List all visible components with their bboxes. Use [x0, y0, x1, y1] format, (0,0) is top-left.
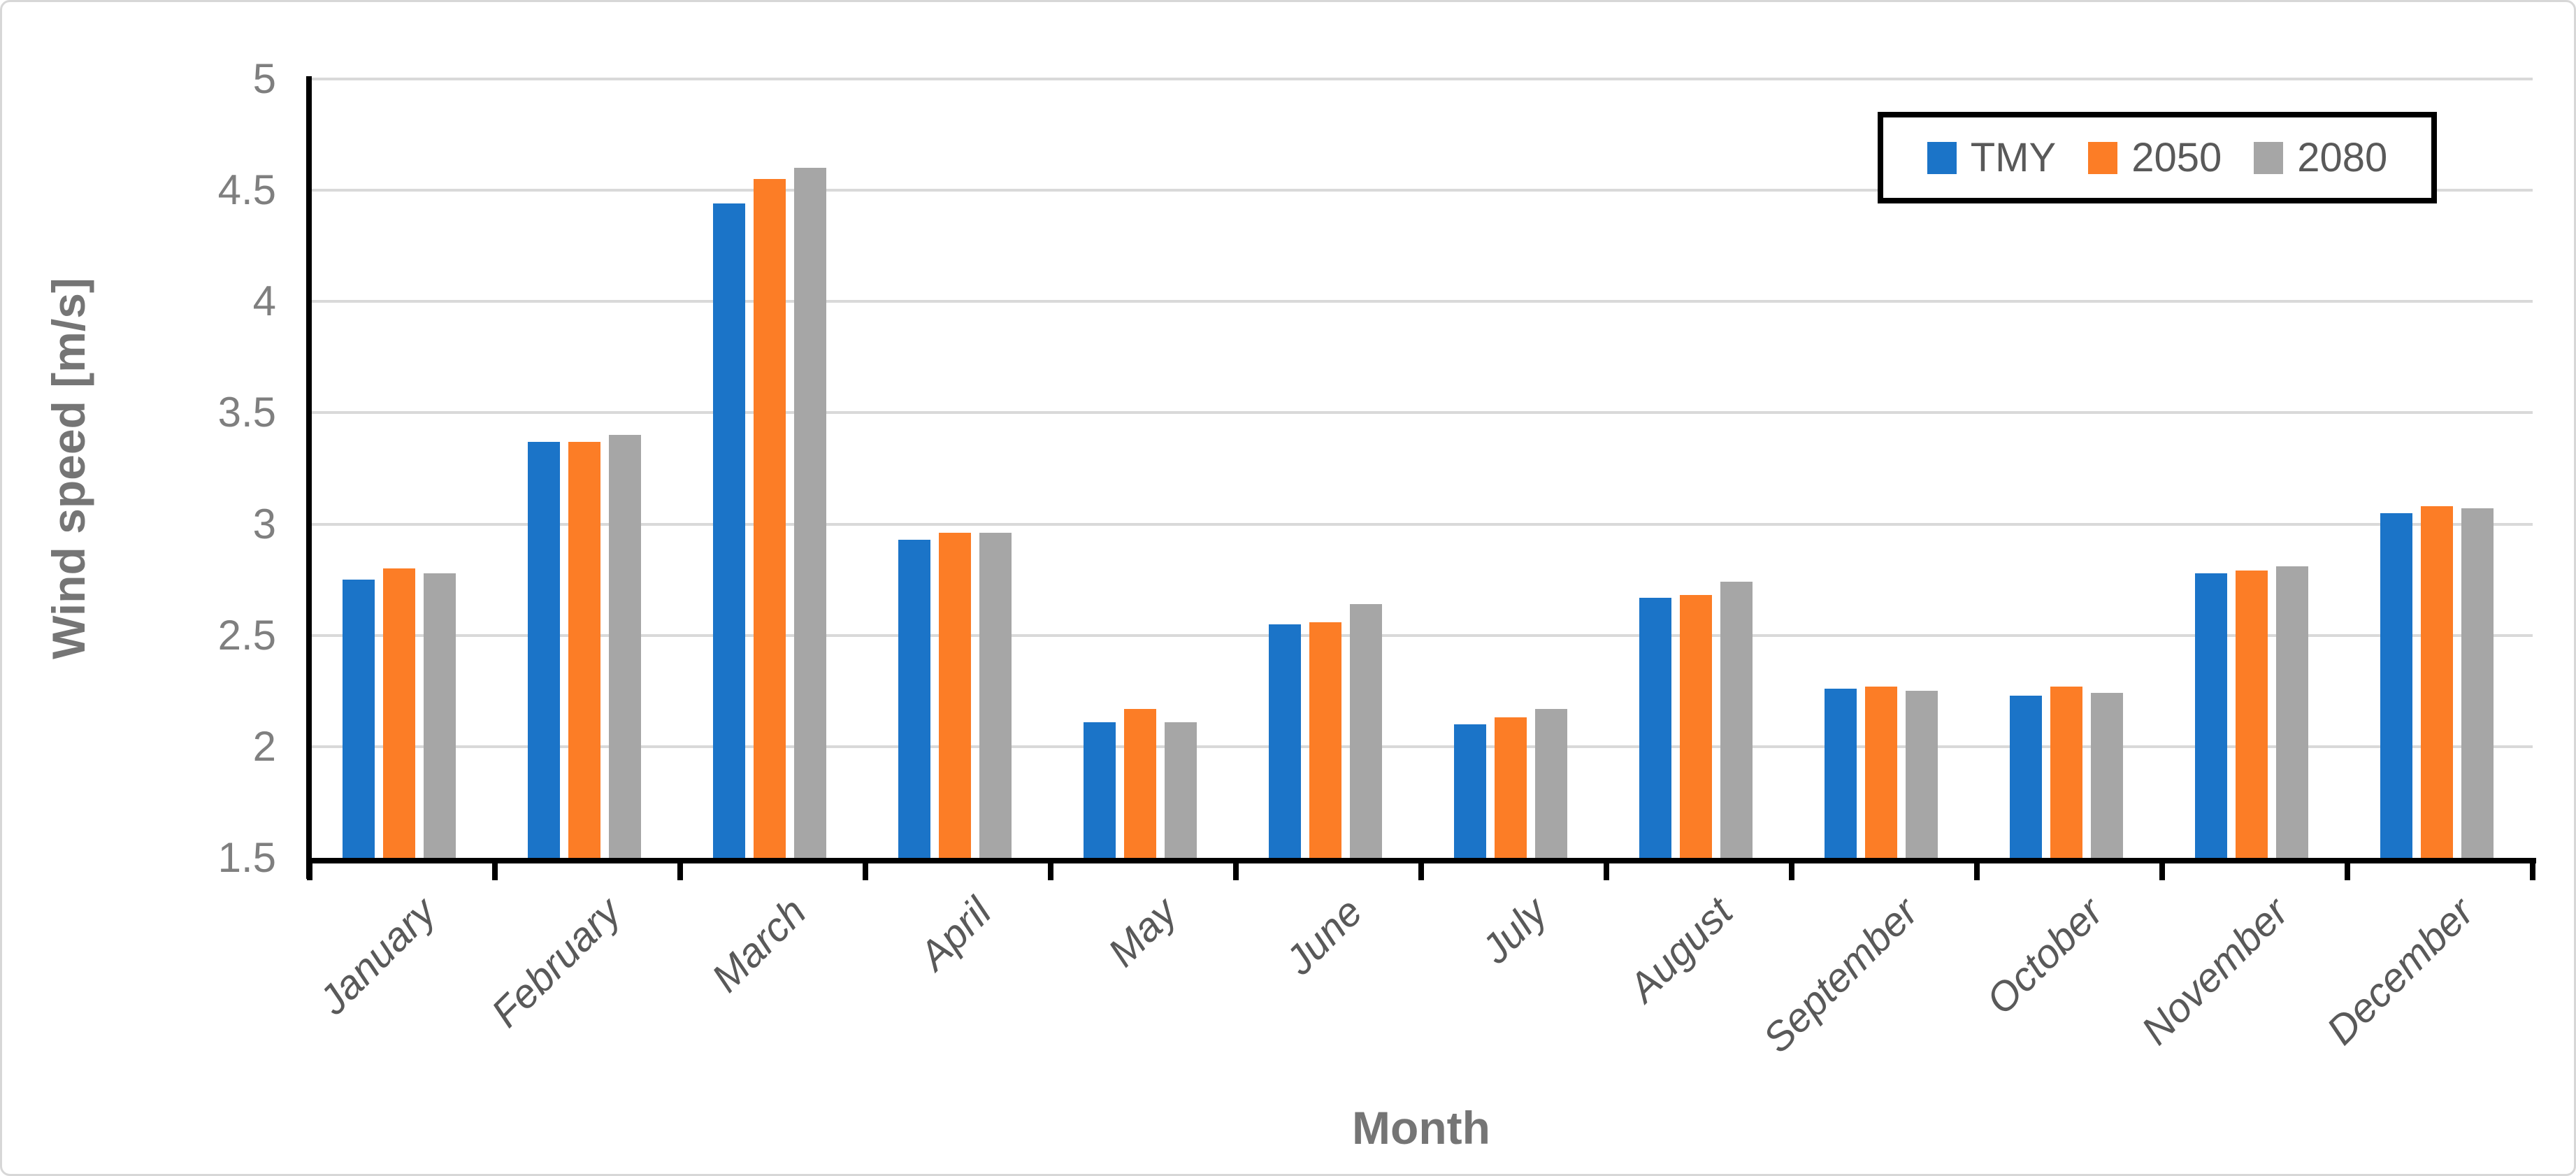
x-category-label-december: December [2317, 889, 2483, 1054]
x-axis-line [306, 858, 2536, 863]
y-axis-line [306, 76, 312, 879]
bar-2050-may [1124, 709, 1156, 858]
bar-2080-february [609, 435, 641, 858]
x-tick-mark [2530, 863, 2535, 880]
bar-2080-april [979, 533, 1012, 858]
y-axis-title: Wind speed [m/s] [43, 278, 94, 659]
x-category-label-march: March [703, 889, 816, 1001]
y-tick-label: 3 [252, 500, 276, 547]
bar-2080-january [424, 573, 456, 858]
legend: TMY 2050 2080 [1878, 112, 2437, 203]
x-axis-title: Month [1352, 1102, 1490, 1154]
y-tick-label: 4.5 [217, 166, 276, 214]
y-tick-label: 4 [252, 278, 276, 325]
x-category-label-june: June [1276, 889, 1372, 984]
x-tick-mark [1604, 863, 1609, 880]
bar-tmy-august [1639, 598, 1671, 858]
legend-label-2080: 2080 [2297, 134, 2388, 180]
x-tick-mark [1418, 863, 1424, 880]
bar-2080-december [2461, 508, 2494, 858]
bar-tmy-may [1084, 722, 1116, 858]
x-category-label-august: August [1620, 889, 1742, 1011]
gridline [310, 189, 2533, 192]
bar-2050-march [754, 179, 786, 858]
x-tick-mark [677, 863, 683, 880]
bar-2080-july [1535, 709, 1567, 858]
legend-swatch-2050 [2088, 141, 2118, 174]
bar-2050-april [939, 533, 971, 858]
y-tick-label: 5 [252, 55, 276, 102]
bar-2080-august [1720, 582, 1753, 858]
x-tick-mark [492, 863, 498, 880]
bar-2080-october [2091, 693, 2123, 858]
bar-2050-october [2050, 687, 2082, 858]
x-tick-mark [1233, 863, 1239, 880]
bar-2050-january [383, 568, 415, 858]
y-tick-label: 2 [252, 722, 276, 770]
bar-2050-february [568, 442, 600, 858]
bar-2080-june [1350, 604, 1382, 858]
bar-tmy-november [2195, 573, 2227, 858]
gridline [310, 633, 2533, 637]
gridline [310, 300, 2533, 303]
bar-2050-june [1309, 622, 1341, 858]
x-tick-mark [1048, 863, 1053, 880]
bar-tmy-march [713, 203, 745, 858]
bar-tmy-january [343, 580, 375, 858]
legend-item-tmy: TMY [1927, 134, 2057, 180]
x-category-label-november: November [2132, 889, 2298, 1054]
legend-swatch-2080 [2254, 141, 2284, 174]
legend-label-tmy: TMY [1970, 134, 2057, 180]
legend-item-2080: 2080 [2254, 134, 2388, 180]
x-category-label-may: May [1099, 889, 1186, 976]
bar-2080-september [1906, 691, 1938, 858]
gridline [310, 522, 2533, 526]
legend-swatch-tmy [1927, 141, 1957, 174]
bar-2050-september [1865, 687, 1897, 858]
x-tick-mark [1974, 863, 1980, 880]
bar-tmy-june [1269, 624, 1301, 858]
x-category-label-july: July [1473, 889, 1557, 973]
y-tick-label: 1.5 [217, 834, 276, 881]
bar-2080-november [2276, 566, 2308, 858]
bar-2050-august [1680, 595, 1712, 858]
x-category-label-april: April [911, 889, 1001, 979]
bar-2050-december [2421, 506, 2453, 858]
y-tick-label: 2.5 [217, 611, 276, 659]
gridline [310, 411, 2533, 415]
bar-tmy-april [898, 540, 930, 858]
bar-2050-july [1495, 717, 1527, 858]
x-category-label-september: September [1754, 889, 1927, 1062]
bar-tmy-september [1825, 689, 1857, 858]
legend-item-2050: 2050 [2088, 134, 2222, 180]
x-tick-mark [863, 863, 868, 880]
legend-label-2050: 2050 [2131, 134, 2222, 180]
x-tick-mark [1789, 863, 1794, 880]
gridline [310, 745, 2533, 748]
x-tick-mark [2159, 863, 2165, 880]
bar-2080-march [794, 168, 826, 858]
x-category-label-january: January [310, 889, 445, 1024]
bar-tmy-december [2380, 513, 2412, 858]
x-category-label-february: February [482, 889, 631, 1036]
bar-tmy-october [2010, 696, 2042, 858]
x-category-label-october: October [1978, 889, 2113, 1024]
gridline [310, 78, 2533, 80]
bar-2080-may [1165, 722, 1197, 858]
bar-2050-november [2236, 571, 2268, 858]
bar-tmy-july [1454, 724, 1486, 858]
bar-tmy-february [528, 442, 560, 858]
x-tick-mark [2345, 863, 2350, 880]
y-tick-label: 3.5 [217, 389, 276, 436]
